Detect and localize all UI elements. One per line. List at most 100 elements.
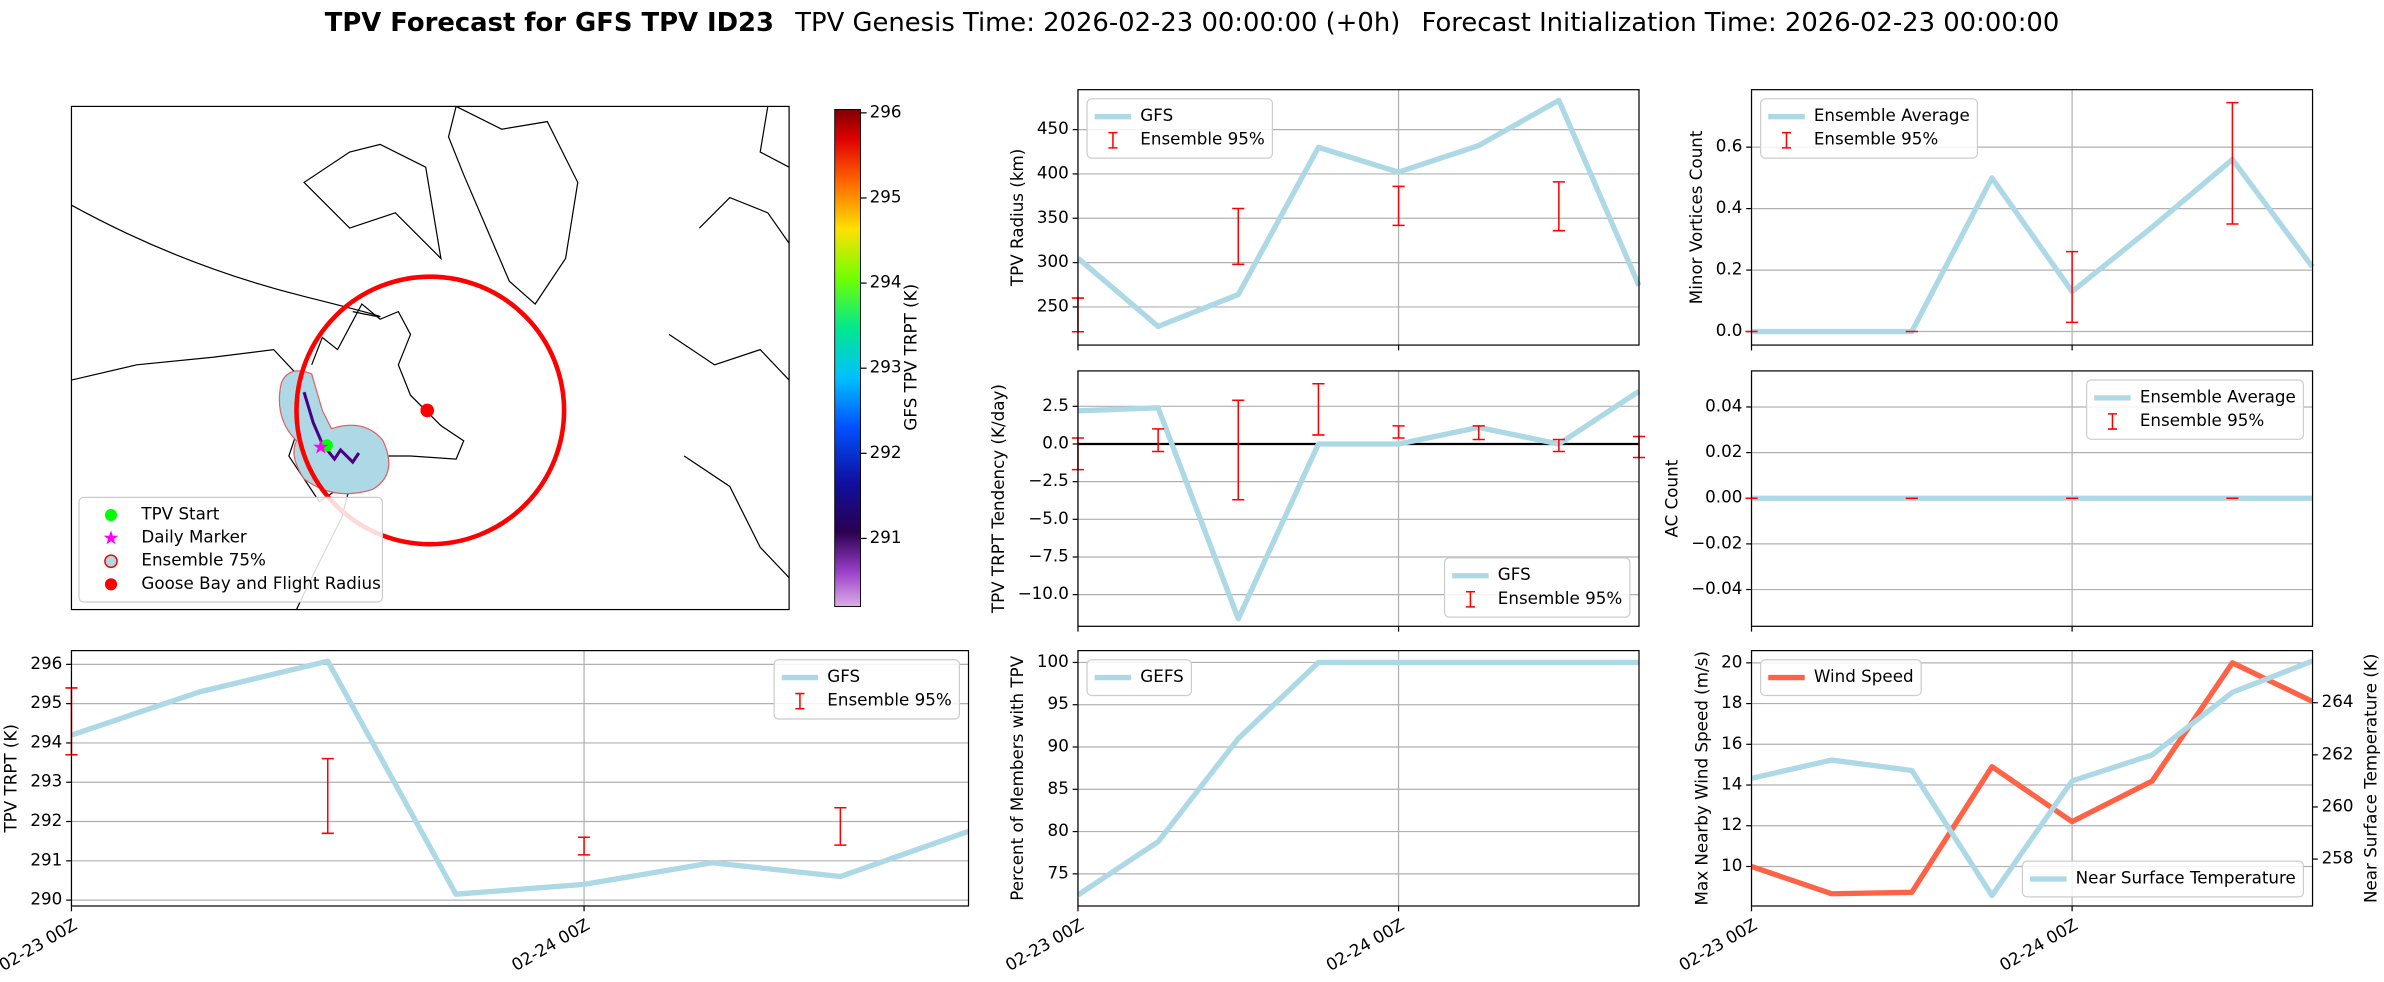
colorbar-tick-label: 292 [870, 442, 902, 462]
y-tick-label: 0.0 [1042, 432, 1069, 452]
error-bar [321, 757, 334, 835]
y-tick-label: 0.00 [1705, 487, 1742, 507]
y2-tick-label: 258 [2322, 848, 2354, 868]
legend-label: Wind Speed [1814, 666, 1914, 686]
y-tick-label: 0.2 [1716, 259, 1743, 279]
legend-marker [104, 554, 118, 569]
error-bar [1552, 438, 1565, 453]
y2-axis-label: Near Surface Temperature (K) [2360, 654, 2380, 903]
y-tick-label: 20 [1721, 651, 1742, 671]
legend-label: Ensemble 95% [1140, 129, 1264, 149]
colorbar-tick-label: 291 [870, 527, 902, 547]
colorbar-label: GFS TPV TRPT (K) [901, 284, 921, 431]
y-tick-label: 293 [30, 771, 62, 791]
legend-label: Ensemble 95% [1498, 588, 1622, 608]
error-bar [1472, 425, 1485, 441]
x-tick-label: 02-24 00Z [1996, 914, 2081, 975]
error-bar [1392, 425, 1405, 439]
y-tick-label: 75 [1048, 862, 1069, 882]
legend: Ensemble Average Ensemble 95% [2086, 379, 2305, 440]
y-tick-label: 292 [30, 810, 62, 830]
y-tick-label: 95 [1048, 693, 1069, 713]
y2-tick-label: 262 [2322, 743, 2354, 763]
legend-swatch [795, 692, 805, 710]
y-tick-label: 0.0 [1716, 320, 1743, 340]
series-line [1750, 658, 2314, 899]
legend-label: Goose Bay and Flight Radius [141, 573, 380, 593]
legend-box [78, 496, 384, 603]
legend-swatch [2107, 413, 2118, 430]
map-legend: TPV Start Daily Marker Ensemble 75% Goose B… [78, 496, 384, 603]
x-tick-label: 02-24 00Z [1322, 914, 1407, 975]
goose-bay [420, 403, 435, 418]
legend-label: GFS [827, 666, 860, 686]
axes-frame [70, 650, 970, 907]
legend-label: Ensemble 75% [141, 550, 265, 570]
colorbar-tick-label: 296 [870, 101, 902, 121]
y-tick-label: 10 [1721, 855, 1742, 875]
axes-frame [1077, 370, 1640, 627]
y-tick-label: 0.6 [1716, 136, 1743, 156]
error-bar [1152, 428, 1165, 453]
axes-frame [1077, 650, 1640, 907]
y-tick-label: 294 [30, 731, 62, 751]
y-tick-label: 2.5 [1042, 395, 1069, 415]
colorbar-tick-label: 293 [870, 357, 902, 377]
y-tick-label: 400 [1037, 162, 1069, 182]
y-tick-label: −5.0 [1028, 508, 1069, 528]
legend-box [1760, 98, 1979, 159]
legend-label: Ensemble 95% [1814, 129, 1938, 149]
y-tick-label: 300 [1037, 251, 1069, 271]
legend-label: GEFS [1140, 666, 1183, 686]
series-line [1750, 660, 2314, 897]
legend-box [1760, 659, 1922, 697]
series-line [1076, 659, 1640, 898]
legend-label: Daily Marker [141, 527, 247, 547]
series-line [1077, 389, 1641, 622]
y-tick-label: 250 [1037, 295, 1069, 315]
coastline [759, 106, 790, 168]
x-tick-label: 02-23 00Z [1002, 914, 1087, 975]
y-tick-label: 450 [1037, 118, 1069, 138]
y-tick-label: −2.5 [1028, 470, 1069, 490]
legend-box [1086, 98, 1273, 159]
series-line [1751, 156, 2315, 335]
colorbar-tick-label: 295 [870, 186, 902, 206]
error-bar [834, 807, 847, 846]
legend-label: Ensemble 95% [2140, 410, 2264, 430]
x-tick-label: 02-23 00Z [0, 914, 80, 975]
y2-tick-label: 264 [2322, 691, 2354, 711]
series-line [70, 658, 970, 897]
legend-box [1443, 557, 1631, 618]
error-bar [2066, 250, 2079, 324]
legend-swatch [1465, 590, 1475, 608]
y2-tick-label: 260 [2322, 795, 2354, 815]
y-tick-label: 100 [1037, 651, 1069, 671]
y-tick-label: −0.02 [1691, 532, 1742, 552]
coastline [303, 143, 442, 261]
error-bar [577, 836, 591, 856]
coastline [71, 348, 297, 381]
legend-label: GFS [1140, 105, 1173, 125]
legend-swatch [1781, 131, 1792, 149]
y-tick-label: 12 [1721, 814, 1742, 834]
y-tick-label: 90 [1048, 736, 1069, 756]
y-tick-label: −0.04 [1691, 578, 1742, 598]
legend-box [2021, 860, 2305, 898]
y-axis-label: Minor Vortices Count [1686, 130, 1706, 304]
map-frame [70, 105, 790, 611]
legend-label: Near Surface Temperature [2076, 868, 2296, 888]
colorbar-tick-label: 294 [870, 272, 902, 292]
tpv-track [302, 391, 361, 465]
y-tick-label: 80 [1048, 820, 1069, 840]
flight-radius [294, 274, 567, 547]
y-axis-label: TPV Radius (km) [1007, 149, 1027, 287]
y-tick-label: 295 [30, 692, 62, 712]
y-axis-label: TPV TRPT Tendency (K/day) [988, 384, 1008, 614]
figure-title: TPV Forecast for GFS TPV ID23 TPV Genesis… [325, 7, 2060, 37]
series-line [1076, 97, 1642, 330]
y-tick-label: 16 [1721, 733, 1742, 753]
legend-marker [104, 578, 118, 591]
legend: Near Surface Temperature [2021, 860, 2305, 898]
